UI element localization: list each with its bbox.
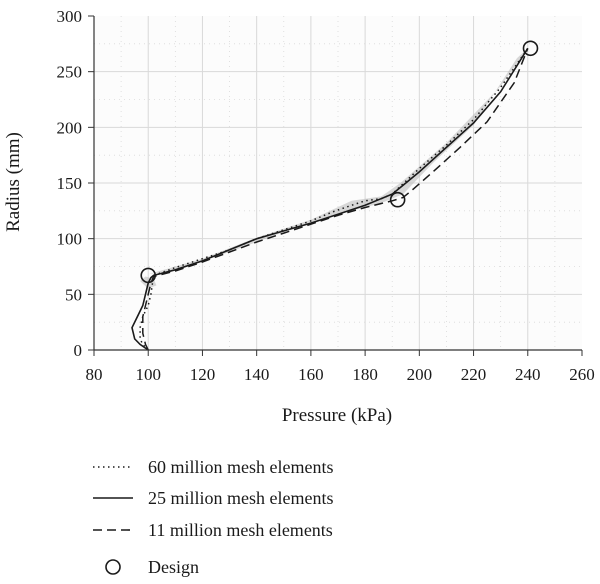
x-axis-title: Pressure (kPa) <box>282 405 392 426</box>
y-tick-label: 50 <box>65 285 82 304</box>
legend-label-design: Design <box>148 557 199 577</box>
legend-swatch-design <box>105 559 121 575</box>
x-tick-label: 80 <box>86 365 103 384</box>
series-line-2 <box>142 48 529 351</box>
design-markers <box>140 40 539 284</box>
y-tick-label: 300 <box>57 7 83 26</box>
x-tick-label: 140 <box>244 365 270 384</box>
y-tick-label: 150 <box>57 174 83 193</box>
x-tick-label: 180 <box>352 365 378 384</box>
x-tick-label: 160 <box>298 365 324 384</box>
legend: 60 million mesh elements 25 million mesh … <box>93 457 333 577</box>
design-point <box>140 267 157 284</box>
series-line-1 <box>131 47 529 351</box>
x-tick-label: 240 <box>515 365 541 384</box>
y-tick-label: 100 <box>57 230 83 249</box>
x-tick-label: 100 <box>135 365 161 384</box>
y-axis-title: Radius (mm) <box>3 132 24 232</box>
x-tick-label: 200 <box>407 365 433 384</box>
y-tick-label: 0 <box>74 341 83 360</box>
y-tick-labels: 0 50 100 150 200 250 300 <box>57 7 83 360</box>
design-point <box>522 40 539 57</box>
x-tick-label: 220 <box>461 365 487 384</box>
design-point <box>389 191 406 208</box>
y-tick-label: 250 <box>57 63 83 82</box>
x-tick-label: 120 <box>190 365 216 384</box>
x-tick-labels: 80 100 120 140 160 180 200 220 240 260 <box>86 365 595 384</box>
y-tick-label: 200 <box>57 118 83 137</box>
x-tick-label: 260 <box>569 365 595 384</box>
legend-label-2: 11 million mesh elements <box>148 520 333 540</box>
grid <box>94 16 582 350</box>
axes <box>88 15 583 356</box>
legend-label-1: 25 million mesh elements <box>148 488 333 508</box>
series-lines <box>131 47 529 351</box>
legend-label-0: 60 million mesh elements <box>148 457 333 477</box>
